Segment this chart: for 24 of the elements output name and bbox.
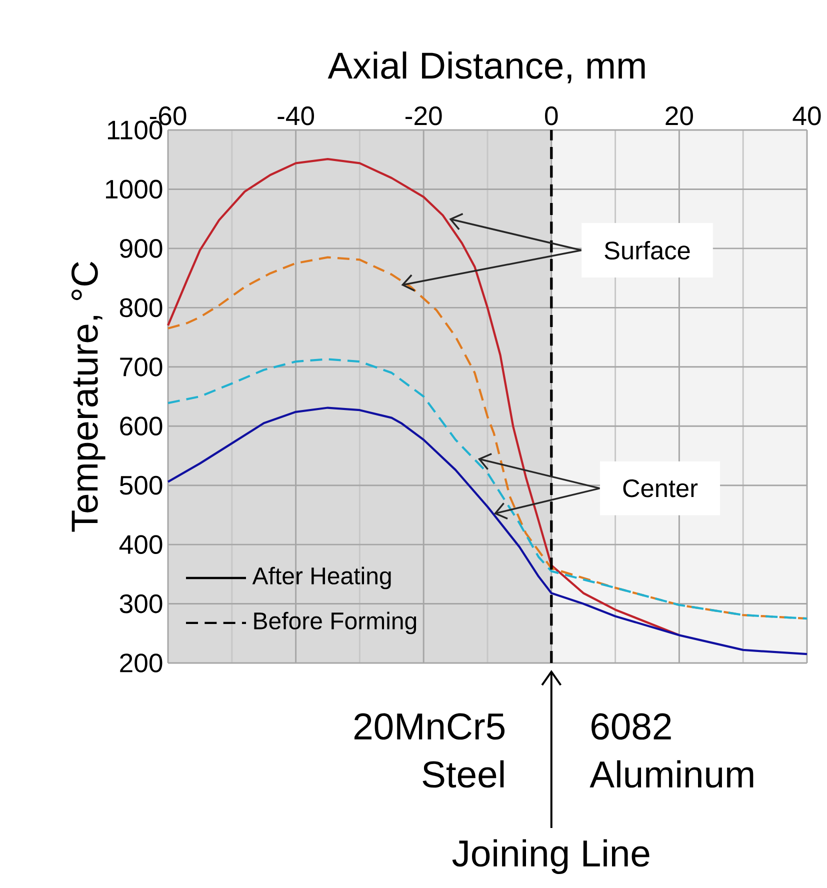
line-series [166,406,808,656]
x-tick-label: 20 [666,106,693,126]
y-tick-label: 800 [120,298,162,318]
x-tick-label: 0 [545,106,558,126]
band-label: 6082 Aluminum [590,713,754,788]
y-tick-label: 900 [120,239,162,258]
y-axis-title: Temperature, °C [71,262,106,532]
ref-line-label: Joining Line [452,839,650,874]
y-tick-label: 500 [120,476,162,495]
annotation: Surface [604,240,690,260]
x-tick-label: -40 [278,106,314,126]
y-tick-label: 400 [119,535,162,554]
x-axis-title: Axial Distance, mm [328,51,645,84]
y-tick-label: 600 [120,416,162,436]
annotation: Center [623,479,698,498]
x-tick-label: 40 [792,106,821,126]
annotation: Before Forming [254,612,416,634]
y-tick-label: 200 [120,654,162,672]
band-label: 20MnCr5 Steel [354,713,505,788]
annotation: After Heating [252,566,391,590]
x-tick-label: -20 [406,106,442,126]
y-tick-label: 1000 [106,180,162,199]
y-tick-label: 700 [120,357,162,376]
y-tick-label: 300 [120,594,162,614]
